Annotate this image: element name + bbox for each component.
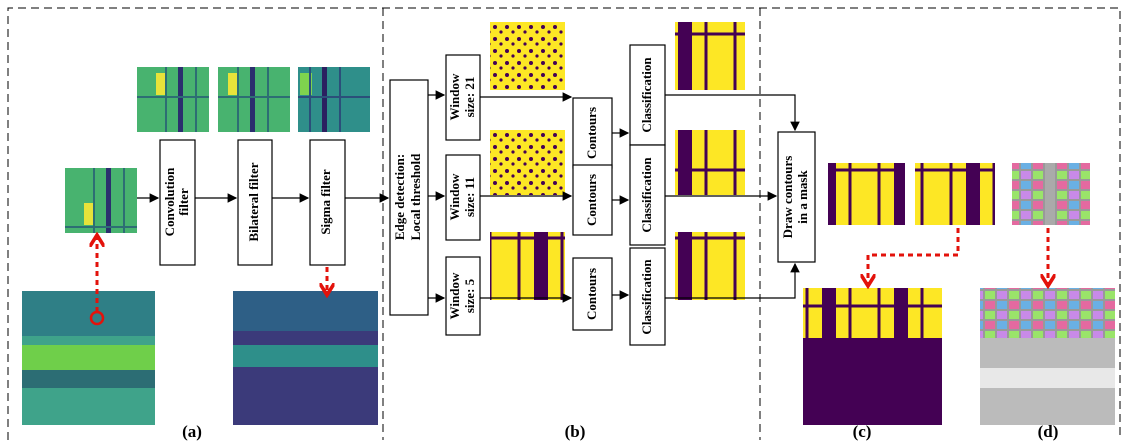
panel-label: (b) — [565, 422, 586, 441]
contours-label: Contours — [584, 174, 599, 226]
window-label: Window — [447, 73, 462, 120]
classification-label: Classification — [639, 157, 654, 233]
diagram: Convolution filter Bilateral filter Sigm… — [0, 0, 1126, 443]
window-label: size: 5 — [462, 278, 477, 313]
step-label: Sigma filter — [318, 169, 333, 235]
window-label: Window — [447, 272, 462, 319]
step-label: filter — [176, 188, 191, 216]
window-label: Window — [447, 173, 462, 220]
panel-label: (c) — [853, 422, 872, 441]
panel-label: (d) — [1038, 422, 1059, 441]
edge-label: Local threshold — [408, 153, 423, 241]
classification-label: Classification — [639, 259, 654, 335]
draw-label: Draw contours — [780, 156, 795, 239]
classification-label: Classification — [639, 57, 654, 133]
draw-label: in a mask — [795, 170, 810, 224]
edge-label: Edge detection: — [392, 154, 407, 240]
contours-label: Contours — [584, 107, 599, 159]
step-label: Bilateral filter — [246, 162, 261, 241]
window-label: size: 21 — [462, 77, 477, 118]
window-label: size: 11 — [462, 177, 477, 217]
panel-label: (a) — [182, 422, 202, 441]
step-label: Convolution — [162, 167, 177, 236]
contours-label: Contours — [584, 268, 599, 320]
